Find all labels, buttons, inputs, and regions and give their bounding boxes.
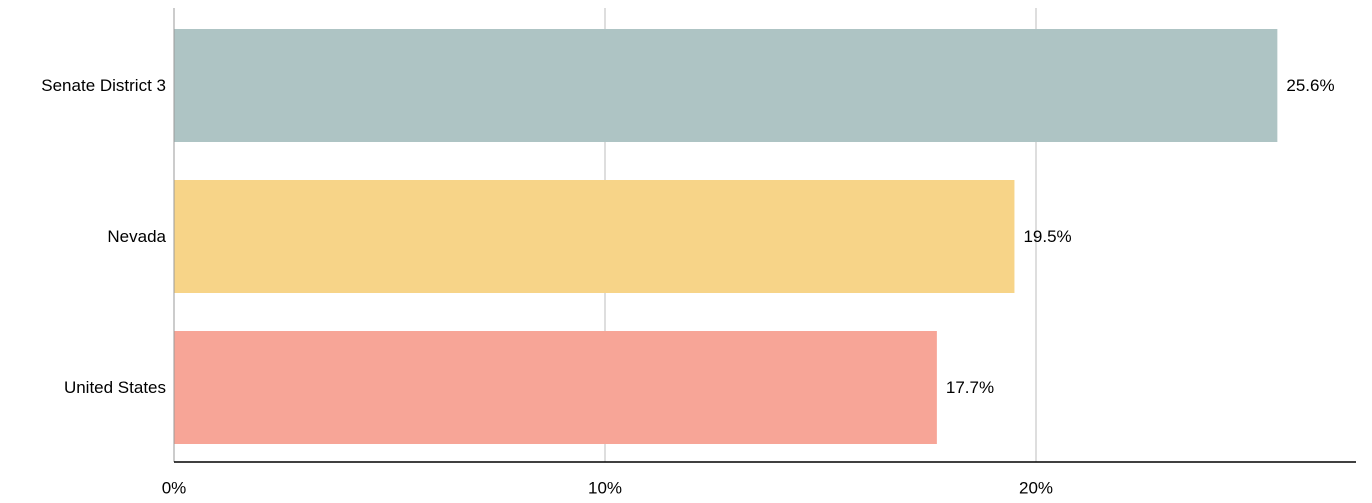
x-tick-label: 0% [162,479,187,498]
category-label: United States [64,378,166,397]
value-label: 17.7% [946,378,994,397]
x-tick-label: 10% [588,479,622,498]
bars [174,29,1278,444]
x-tick-label: 20% [1019,479,1053,498]
bar-united-states [174,331,937,444]
category-label: Nevada [107,227,166,246]
value-label: 25.6% [1286,76,1334,95]
axes [173,8,1356,463]
labels: Senate District 3 25.6% Nevada 19.5% United … [41,76,1334,498]
bar-senate-district-3 [174,29,1278,142]
value-label: 19.5% [1023,227,1071,246]
category-label: Senate District 3 [41,76,166,95]
bar-nevada [174,180,1015,293]
